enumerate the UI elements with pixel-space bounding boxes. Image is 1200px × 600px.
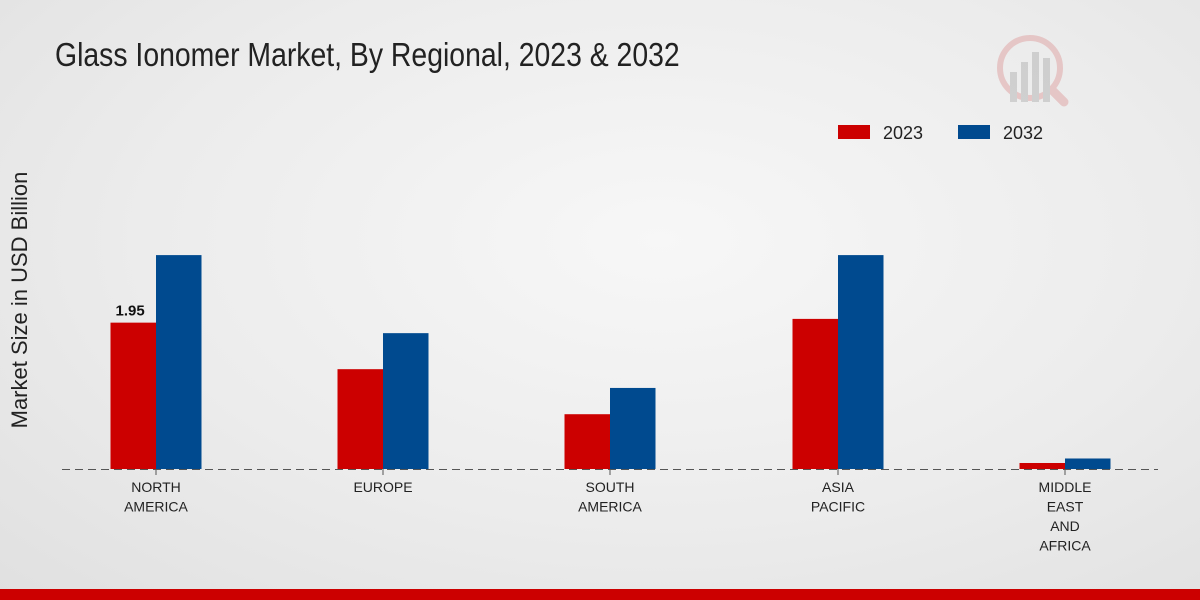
y-axis-title: Market Size in USD Billion (7, 172, 32, 429)
x-tick-label: ASIA PACIFIC (811, 479, 865, 515)
bottom-accent-bar (0, 589, 1200, 600)
x-tick-label: EUROPE (353, 479, 412, 495)
data-label: 1.95 (116, 303, 145, 320)
bar-2032-4 (1065, 458, 1111, 469)
chart-title: Glass Ionomer Market, By Regional, 2023 … (55, 36, 680, 73)
data-labels: 1.95 (116, 303, 145, 320)
legend-swatch-2023 (838, 125, 870, 139)
bar-2032-1 (383, 333, 429, 469)
logo-watermark-icon (997, 35, 1069, 107)
bar-2032-0 (156, 255, 202, 469)
legend-label-2023: 2023 (883, 123, 923, 143)
bar-2023-2 (564, 414, 610, 469)
bars (110, 255, 1111, 469)
legend-label-2032: 2032 (1003, 123, 1043, 143)
legend: 2023 2032 (838, 123, 1043, 143)
bar-2023-4 (1019, 462, 1065, 469)
bar-2023-1 (337, 369, 383, 469)
bar-2023-3 (792, 318, 838, 469)
bar-2032-2 (610, 387, 656, 469)
x-tick-label: NORTH AMERICA (124, 479, 188, 515)
legend-swatch-2032 (958, 125, 990, 139)
bar-2023-0 (110, 322, 156, 469)
x-tick-label: MIDDLE EAST AND AFRICA (1039, 479, 1092, 554)
y-axis-label: Market Size in USD Billion (7, 172, 32, 429)
x-axis: NORTH AMERICA EUROPE SOUTH AMERICA ASIA PACIFI… (62, 469, 1158, 554)
x-tick-label: SOUTH AMERICA (578, 479, 642, 515)
bar-2032-3 (838, 255, 884, 469)
